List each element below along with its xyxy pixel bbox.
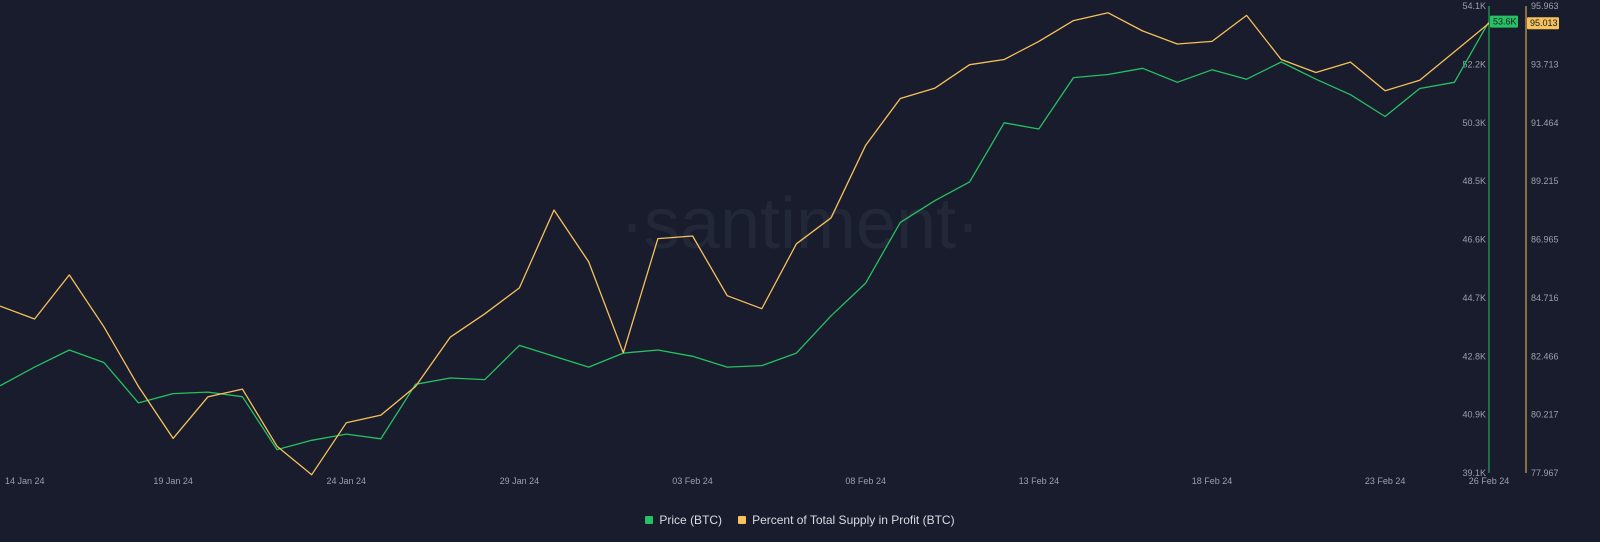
x-tick-label: 23 Feb 24 xyxy=(1365,476,1406,486)
y-right-tick-label: 82.466 xyxy=(1531,351,1559,361)
legend: Price (BTC) Percent of Total Supply in P… xyxy=(0,513,1600,527)
legend-item-supply-profit[interactable]: Percent of Total Supply in Profit (BTC) xyxy=(738,513,955,527)
y-left-tick-label: 54.1K xyxy=(1462,1,1486,11)
x-tick-label: 18 Feb 24 xyxy=(1192,476,1233,486)
x-tick-label: 26 Feb 24 xyxy=(1469,476,1510,486)
y-left-tick-label: 44.7K xyxy=(1462,293,1486,303)
legend-item-price[interactable]: Price (BTC) xyxy=(645,513,722,527)
y-right-tick-label: 86.965 xyxy=(1531,235,1559,245)
series-line-price xyxy=(0,21,1490,451)
y-right-tick-label: 80.217 xyxy=(1531,410,1559,420)
y-left-tick-label: 52.2K xyxy=(1462,59,1486,69)
x-tick-label: 08 Feb 24 xyxy=(845,476,886,486)
y-left-tick-label: 39.1K xyxy=(1462,468,1486,478)
legend-swatch-supply-profit xyxy=(738,516,747,524)
svg-text:53.6K: 53.6K xyxy=(1493,17,1517,27)
series-line-supply-profit xyxy=(0,12,1490,476)
last-value-badge-supply-profit: 95.013 xyxy=(1527,17,1559,30)
y-right-tick-label: 95.963 xyxy=(1531,1,1559,11)
y-left-tick-label: 50.3K xyxy=(1462,118,1486,128)
y-left-tick-label: 48.5K xyxy=(1462,176,1486,186)
watermark: ·santiment· xyxy=(620,184,980,264)
x-tick-label: 24 Jan 24 xyxy=(327,476,367,486)
x-tick-label: 19 Jan 24 xyxy=(153,476,193,486)
chart: ·santiment· 39.1K 40.9K 42.8K 44.7K 46.6K 48.… xyxy=(0,1,1559,486)
svg-text:95.013: 95.013 xyxy=(1530,18,1558,28)
x-tick-label: 13 Feb 24 xyxy=(1019,476,1060,486)
x-tick-label: 14 Jan 24 xyxy=(5,476,45,486)
x-tick-label: 29 Jan 24 xyxy=(500,476,540,486)
y-right-tick-label: 91.464 xyxy=(1531,118,1559,128)
y-left-tick-label: 42.8K xyxy=(1462,351,1486,361)
legend-label-price: Price (BTC) xyxy=(659,513,723,527)
y-right-tick-label: 84.716 xyxy=(1531,293,1559,303)
legend-swatch-price xyxy=(645,516,654,524)
x-tick-label: 03 Feb 24 xyxy=(672,476,713,486)
legend-label-supply-profit: Percent of Total Supply in Profit (BTC) xyxy=(752,513,955,527)
y-right-tick-label: 77.967 xyxy=(1531,468,1559,478)
last-value-badge-price: 53.6K xyxy=(1490,15,1518,28)
y-left-tick-label: 40.9K xyxy=(1462,410,1486,420)
y-right-tick-label: 89.215 xyxy=(1531,176,1559,186)
y-right-tick-label: 93.713 xyxy=(1531,59,1559,69)
y-left-tick-label: 46.6K xyxy=(1462,235,1486,245)
